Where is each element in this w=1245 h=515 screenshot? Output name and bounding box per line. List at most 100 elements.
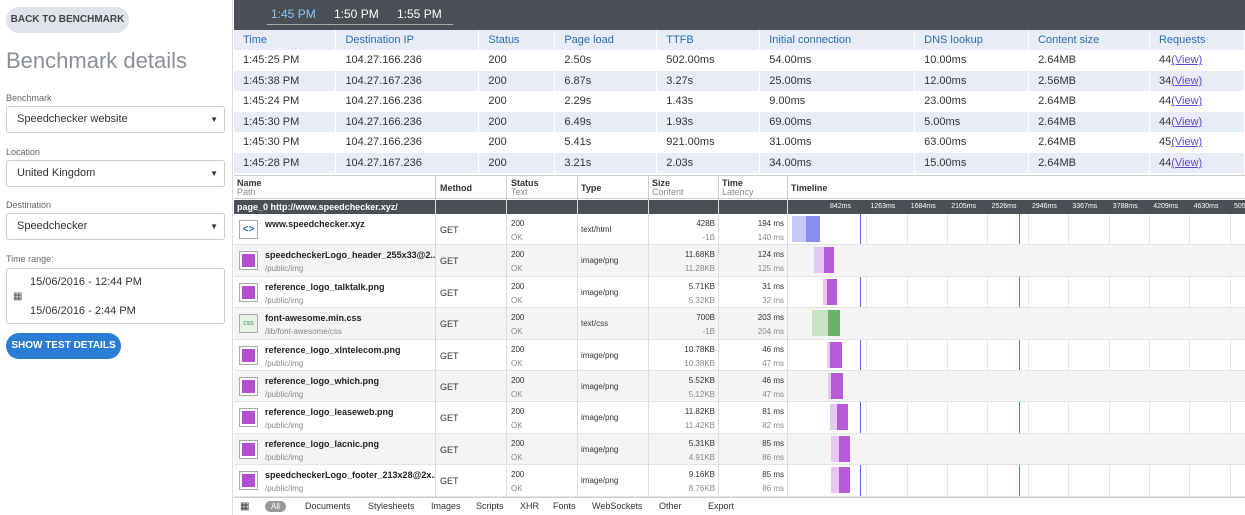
filter-stylesheets[interactable]: Stylesheets (368, 501, 415, 511)
summary-cell: 200 (478, 91, 556, 112)
summary-cell: 44(View) (1149, 152, 1245, 173)
filter-images[interactable]: Images (431, 501, 461, 511)
request-status-text: OK (511, 327, 523, 337)
summary-cell: 1:45:38 PM (234, 70, 337, 91)
summary-header[interactable]: Initial connection (759, 30, 916, 50)
timeline-receive-bar (828, 310, 840, 337)
summary-row[interactable]: 1:45:30 PM 104.27.166.236 200 5.41s 921.00ms… (234, 132, 1245, 153)
summary-cell: 1:45:30 PM (234, 111, 337, 132)
summary-header[interactable]: Status (478, 30, 556, 50)
export-button[interactable]: Export (708, 501, 735, 511)
time-to[interactable]: 15/06/2016 - 2:44 PM (30, 305, 136, 317)
view-link[interactable]: (View) (1171, 74, 1203, 87)
request-path: /public/img (265, 452, 304, 462)
summary-row[interactable]: 1:45:28 PM 104.27.167.236 200 3.21s 2.03s 34.… (234, 152, 1245, 173)
show-test-details-button[interactable]: SHOW TEST DETAILS (6, 333, 121, 359)
request-row[interactable]: speedcheckerLogo_header_255x33@2... /publ… (234, 245, 1245, 277)
summary-header[interactable]: DNS lookup (914, 30, 1030, 50)
request-row[interactable]: css font-awesome.min.css/lib/font-awesome… (234, 308, 1245, 340)
view-link[interactable]: (View) (1171, 54, 1203, 67)
request-time: 31 ms (762, 281, 784, 291)
timeline-gridline (1149, 214, 1150, 497)
location-select[interactable]: United Kingdom ▼ (6, 160, 225, 187)
summary-header[interactable]: Content size (1028, 30, 1150, 50)
request-name: reference_logo_talktalk.png (265, 281, 385, 292)
destination-value: Speedchecker (17, 220, 88, 232)
timeline-wait-bar (812, 310, 828, 337)
request-row[interactable]: reference_logo_which.png/public/img GET 20… (234, 371, 1245, 403)
image-icon (239, 408, 258, 428)
request-status: 200 (511, 470, 525, 480)
summary-header[interactable]: Page load (554, 30, 658, 50)
col-size[interactable]: Size Content (652, 178, 684, 197)
benchmark-label: Benchmark (6, 93, 52, 103)
summary-cell: 6.87s (554, 70, 658, 91)
summary-cell: 34(View) (1149, 70, 1245, 91)
filter-documents[interactable]: Documents (305, 501, 351, 511)
summary-row[interactable]: 1:45:24 PM 104.27.166.236 200 2.29s 1.43s 9.0… (234, 91, 1245, 112)
request-size: 700B (696, 313, 715, 323)
col-type[interactable]: Type (581, 183, 602, 193)
timeline-wait-bar (831, 467, 839, 494)
summary-cell: 9.00ms (759, 91, 916, 112)
filter-fonts[interactable]: Fonts (553, 501, 576, 511)
benchmark-select[interactable]: Speedchecker website ▼ (6, 106, 225, 133)
grid-icon[interactable]: ▦ (240, 501, 250, 512)
benchmark-value: Speedchecker website (17, 113, 128, 125)
request-row[interactable]: reference_logo_leaseweb.png/public/img GE… (234, 402, 1245, 434)
summary-header[interactable]: Time (234, 30, 337, 50)
request-path: /public/img (265, 421, 304, 431)
summary-cell: 104.27.166.236 (335, 91, 480, 112)
summary-row[interactable]: 1:45:38 PM 104.27.167.236 200 6.87s 3.27s 25.… (234, 70, 1245, 91)
summary-row[interactable]: 1:45:30 PM 104.27.166.236 200 6.49s 1.93s 69.… (234, 111, 1245, 132)
summary-header[interactable]: Requests (1149, 30, 1245, 50)
request-type: image/png (581, 350, 619, 360)
caret-down-icon: ▼ (210, 222, 218, 231)
request-row[interactable]: reference_logo_talktalk.png/public/img GE… (234, 277, 1245, 309)
summary-cell: 104.27.167.236 (335, 70, 480, 91)
request-row[interactable]: reference_logo_lacnic.png/public/img GET 2… (234, 433, 1245, 466)
back-to-benchmark-button[interactable]: BACK TO BENCHMARK (6, 7, 129, 33)
col-name[interactable]: Name Path (237, 178, 262, 197)
timeline-wait-bar (831, 435, 839, 462)
filter-xhr[interactable]: XHR (520, 501, 540, 511)
summary-cell: 104.27.166.236 (335, 111, 480, 132)
request-row[interactable]: reference_logo_xlntelecom.png/public/img… (234, 340, 1245, 371)
view-link[interactable]: (View) (1171, 115, 1203, 128)
request-path: /public/img (265, 358, 304, 368)
time-from[interactable]: 15/06/2016 - 12:44 PM (30, 276, 142, 288)
request-name: reference_logo_xlntelecom.png (265, 344, 401, 355)
filter-scripts[interactable]: Scripts (476, 501, 504, 511)
tab-1-55[interactable]: 1:55 PM (397, 7, 442, 21)
tab-1-50[interactable]: 1:50 PM (334, 7, 379, 21)
request-method: GET (440, 287, 459, 298)
col-timeline[interactable]: Timeline (791, 183, 828, 193)
view-link[interactable]: (View) (1171, 95, 1203, 108)
time-range-picker[interactable]: ▦ 15/06/2016 - 12:44 PM 15/06/2016 - 2:4… (6, 268, 225, 324)
filter-other[interactable]: Other (659, 501, 682, 511)
filter-websockets[interactable]: WebSockets (592, 501, 643, 511)
request-row[interactable]: <> www.speedchecker.xyz GET 200 OK text/html 4… (234, 214, 1245, 246)
request-name: www.speedchecker.xyz (265, 219, 365, 229)
caret-down-icon: ▼ (210, 115, 218, 124)
request-row[interactable]: speedcheckerLogo_footer_213x28@2x... /pub… (234, 465, 1245, 497)
destination-label: Destination (6, 200, 52, 210)
request-time: 194 ms (757, 219, 784, 228)
view-link[interactable]: (View) (1171, 136, 1203, 149)
summary-cell: 2.64MB (1028, 111, 1150, 132)
request-time: 85 ms (762, 438, 784, 448)
filter-all[interactable]: All (265, 501, 286, 512)
summary-header[interactable]: Destination IP (335, 30, 480, 50)
view-link[interactable]: (View) (1171, 156, 1203, 169)
page-group-bar[interactable]: page_0 http://www.speedchecker.xyz/842ms… (234, 200, 1245, 214)
tab-1-45[interactable]: 1:45 PM (271, 7, 316, 25)
col-method[interactable]: Method (440, 183, 472, 193)
summary-cell: 2.64MB (1028, 91, 1150, 112)
summary-row[interactable]: 1:45:25 PM 104.27.166.236 200 2.50s 502.00ms… (234, 50, 1245, 71)
col-status[interactable]: Status Text (511, 178, 539, 197)
request-path: /public/img (265, 390, 304, 399)
summary-header[interactable]: TTFB (656, 30, 761, 50)
request-path: /public/img (265, 264, 304, 274)
destination-select[interactable]: Speedchecker ▼ (6, 213, 225, 240)
col-time[interactable]: Time Latency (722, 178, 754, 197)
